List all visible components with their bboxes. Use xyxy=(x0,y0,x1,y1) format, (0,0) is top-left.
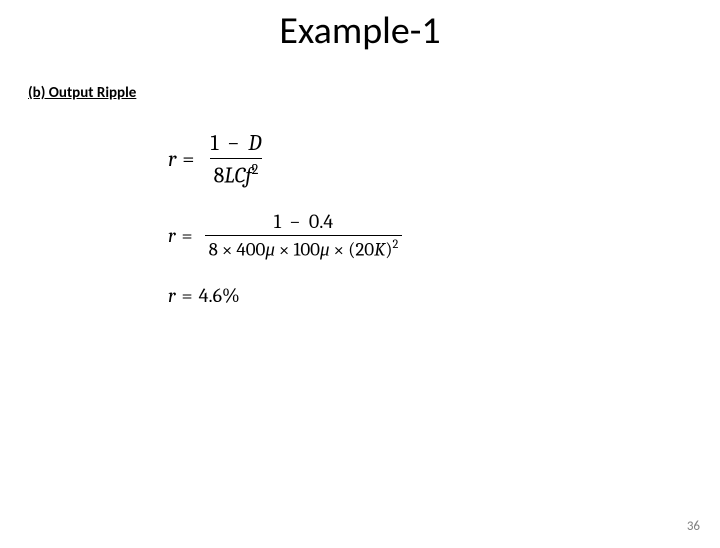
eq3-value: 4.6 xyxy=(199,284,222,307)
eq1-num-minus: − xyxy=(227,130,239,156)
eq2-denominator: 8×400μ×100μ×(20K)2 xyxy=(205,235,403,261)
eq3-equals: = xyxy=(182,284,193,307)
eq1-numerator: 1 − D xyxy=(206,130,265,158)
eq3-pct: % xyxy=(222,284,240,307)
equation-block: r = 1 − D 8LCf2 r = 1 − 0.4 xyxy=(168,130,720,307)
eq1-lhs: r xyxy=(168,146,176,172)
eq1-den-C: C xyxy=(235,162,246,188)
eq2-d-fval: 20 xyxy=(355,239,374,261)
eq2-d-Lval: 400 xyxy=(236,239,265,261)
eq2-d-x2: × xyxy=(279,239,290,261)
page-number: 36 xyxy=(687,519,700,534)
eq2-d-K: K xyxy=(374,239,385,261)
slide-title: Example-1 xyxy=(0,8,720,54)
eq2-d-x1: × xyxy=(222,239,233,261)
eq2-d-Cmu: μ xyxy=(320,239,330,261)
eq2-num-1: 1 xyxy=(274,210,281,233)
eq2-lhs: r xyxy=(168,224,176,247)
eq1-den-exp: 2 xyxy=(252,161,259,178)
equation-1: r = 1 − D 8LCf2 xyxy=(168,130,720,188)
eq3-lhs: r xyxy=(168,284,176,307)
eq1-fraction: 1 − D 8LCf2 xyxy=(206,130,265,188)
eq1-num-1: 1 xyxy=(210,130,218,156)
eq2-equals: = xyxy=(182,224,193,247)
section-subheading: (b) Output Ripple xyxy=(28,84,720,102)
eq2-fraction: 1 − 0.4 8×400μ×100μ×(20K)2 xyxy=(205,210,403,261)
eq2-d-rpar: ) xyxy=(385,239,392,261)
equation-3: r = 4.6% xyxy=(168,284,720,307)
eq2-d-x3: × xyxy=(334,239,345,261)
equation-2: r = 1 − 0.4 8×400μ×100μ×(20K)2 xyxy=(168,210,720,261)
eq2-d-Cval: 100 xyxy=(293,239,320,261)
eq1-num-D: D xyxy=(248,130,261,156)
eq1-denominator: 8LCf2 xyxy=(210,158,263,188)
eq1-den-8: 8 xyxy=(214,162,225,188)
eq2-d-exp: 2 xyxy=(393,238,399,252)
eq2-num-val: 0.4 xyxy=(309,210,333,233)
eq2-num-minus: − xyxy=(289,210,300,233)
eq2-d-Lmu: μ xyxy=(265,239,275,261)
eq1-den-L: L xyxy=(224,162,234,188)
slide: Example-1 (b) Output Ripple r = 1 − D 8L… xyxy=(0,8,720,548)
eq2-d-8: 8 xyxy=(209,239,218,261)
eq2-numerator: 1 − 0.4 xyxy=(270,210,337,235)
eq1-equals: = xyxy=(182,146,194,172)
